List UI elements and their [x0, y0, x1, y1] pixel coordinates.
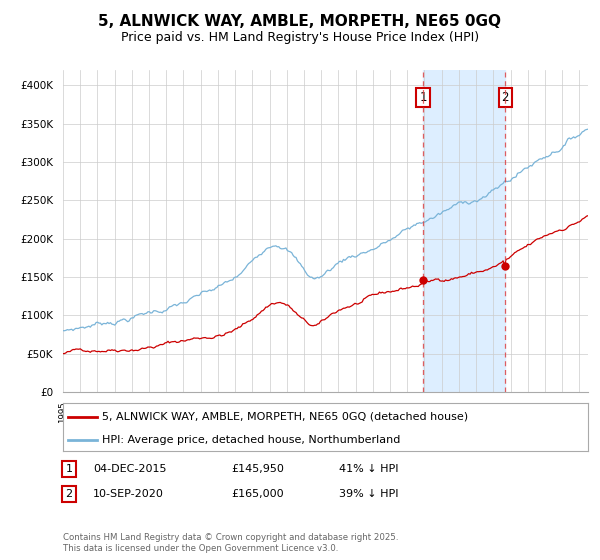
Text: 39% ↓ HPI: 39% ↓ HPI [339, 489, 398, 499]
Text: 2: 2 [65, 489, 73, 499]
Text: Price paid vs. HM Land Registry's House Price Index (HPI): Price paid vs. HM Land Registry's House … [121, 31, 479, 44]
Text: £145,950: £145,950 [231, 464, 284, 474]
Text: £165,000: £165,000 [231, 489, 284, 499]
Text: 10-SEP-2020: 10-SEP-2020 [93, 489, 164, 499]
Text: Contains HM Land Registry data © Crown copyright and database right 2025.
This d: Contains HM Land Registry data © Crown c… [63, 533, 398, 553]
Text: 41% ↓ HPI: 41% ↓ HPI [339, 464, 398, 474]
Text: 1: 1 [65, 464, 73, 474]
Text: 5, ALNWICK WAY, AMBLE, MORPETH, NE65 0GQ: 5, ALNWICK WAY, AMBLE, MORPETH, NE65 0GQ [98, 14, 502, 29]
Text: 1: 1 [419, 91, 427, 104]
Bar [423, 70, 505, 392]
Text: 2: 2 [502, 91, 509, 104]
Text: 5, ALNWICK WAY, AMBLE, MORPETH, NE65 0GQ (detached house): 5, ALNWICK WAY, AMBLE, MORPETH, NE65 0GQ… [103, 412, 469, 422]
Text: 04-DEC-2015: 04-DEC-2015 [93, 464, 167, 474]
Text: HPI: Average price, detached house, Northumberland: HPI: Average price, detached house, Nort… [103, 435, 401, 445]
